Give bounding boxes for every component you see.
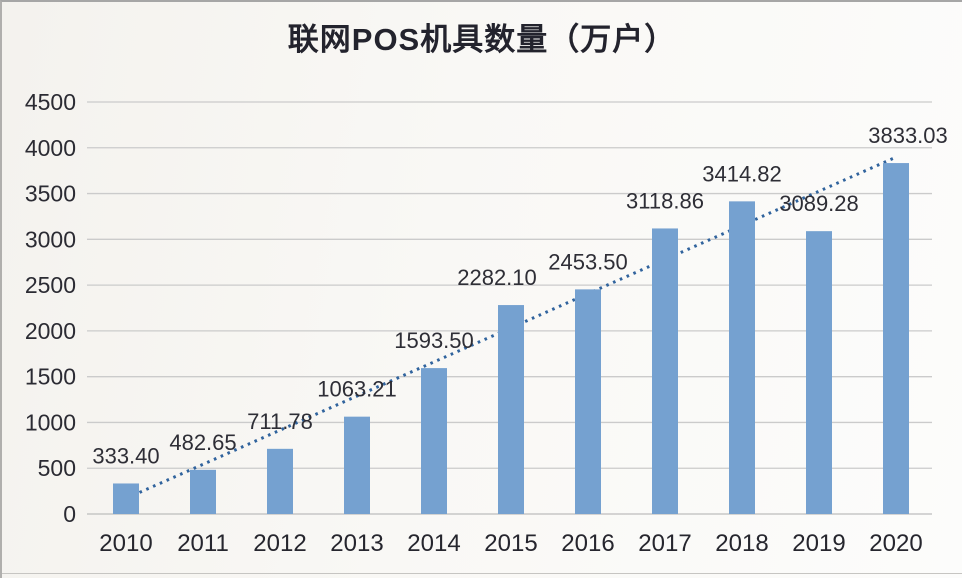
y-tick-label: 0 <box>63 501 76 527</box>
bar-2011 <box>190 469 216 514</box>
x-tick-label: 2017 <box>638 530 691 557</box>
data-label: 333.40 <box>92 443 159 468</box>
bar-2015 <box>498 305 524 514</box>
x-tick-label: 2015 <box>484 530 537 557</box>
y-tick-label: 3000 <box>25 226 76 252</box>
x-tick-label: 2019 <box>792 530 845 557</box>
x-tick-label: 2020 <box>869 530 922 557</box>
bar-2014 <box>421 368 447 514</box>
data-label: 1063.21 <box>317 377 397 402</box>
x-tick-label: 2011 <box>177 530 229 557</box>
y-tick-label: 4000 <box>25 135 76 161</box>
y-tick-label: 1500 <box>25 364 76 390</box>
y-tick-label: 3500 <box>25 181 76 207</box>
x-tick-label: 2018 <box>715 530 768 557</box>
bar-2013 <box>344 416 370 514</box>
data-label: 3118.86 <box>626 188 704 213</box>
data-label: 2282.10 <box>457 265 537 290</box>
bar-2020 <box>883 163 909 514</box>
chart-title: 联网POS机具数量（万户） <box>287 22 677 57</box>
x-tick-label: 2013 <box>330 530 383 557</box>
y-tick-label: 2500 <box>25 272 76 298</box>
data-label: 3089.28 <box>779 191 859 216</box>
data-label: 2453.50 <box>548 249 628 274</box>
bar-2010 <box>113 483 139 514</box>
data-label: 711.78 <box>247 409 313 434</box>
y-tick-label: 2000 <box>25 318 76 344</box>
bar-2016 <box>575 289 601 514</box>
data-label: 3414.82 <box>702 161 782 186</box>
bar-2019 <box>806 231 832 515</box>
data-label: 1593.50 <box>394 328 474 353</box>
y-tick-label: 4500 <box>25 89 76 115</box>
bottom-divider <box>2 573 962 574</box>
bar-2018 <box>729 201 755 515</box>
x-tick-label: 2012 <box>253 530 306 557</box>
x-tick-label: 2014 <box>407 530 460 557</box>
x-tick-label: 2010 <box>99 530 152 557</box>
bar-2017 <box>652 228 678 514</box>
x-tick-label: 2016 <box>561 530 614 557</box>
bar-2012 <box>267 448 293 514</box>
data-label: 3833.03 <box>868 123 948 148</box>
data-label: 482.65 <box>169 430 236 455</box>
y-tick-label: 1000 <box>25 409 76 435</box>
y-tick-label: 500 <box>38 455 76 481</box>
